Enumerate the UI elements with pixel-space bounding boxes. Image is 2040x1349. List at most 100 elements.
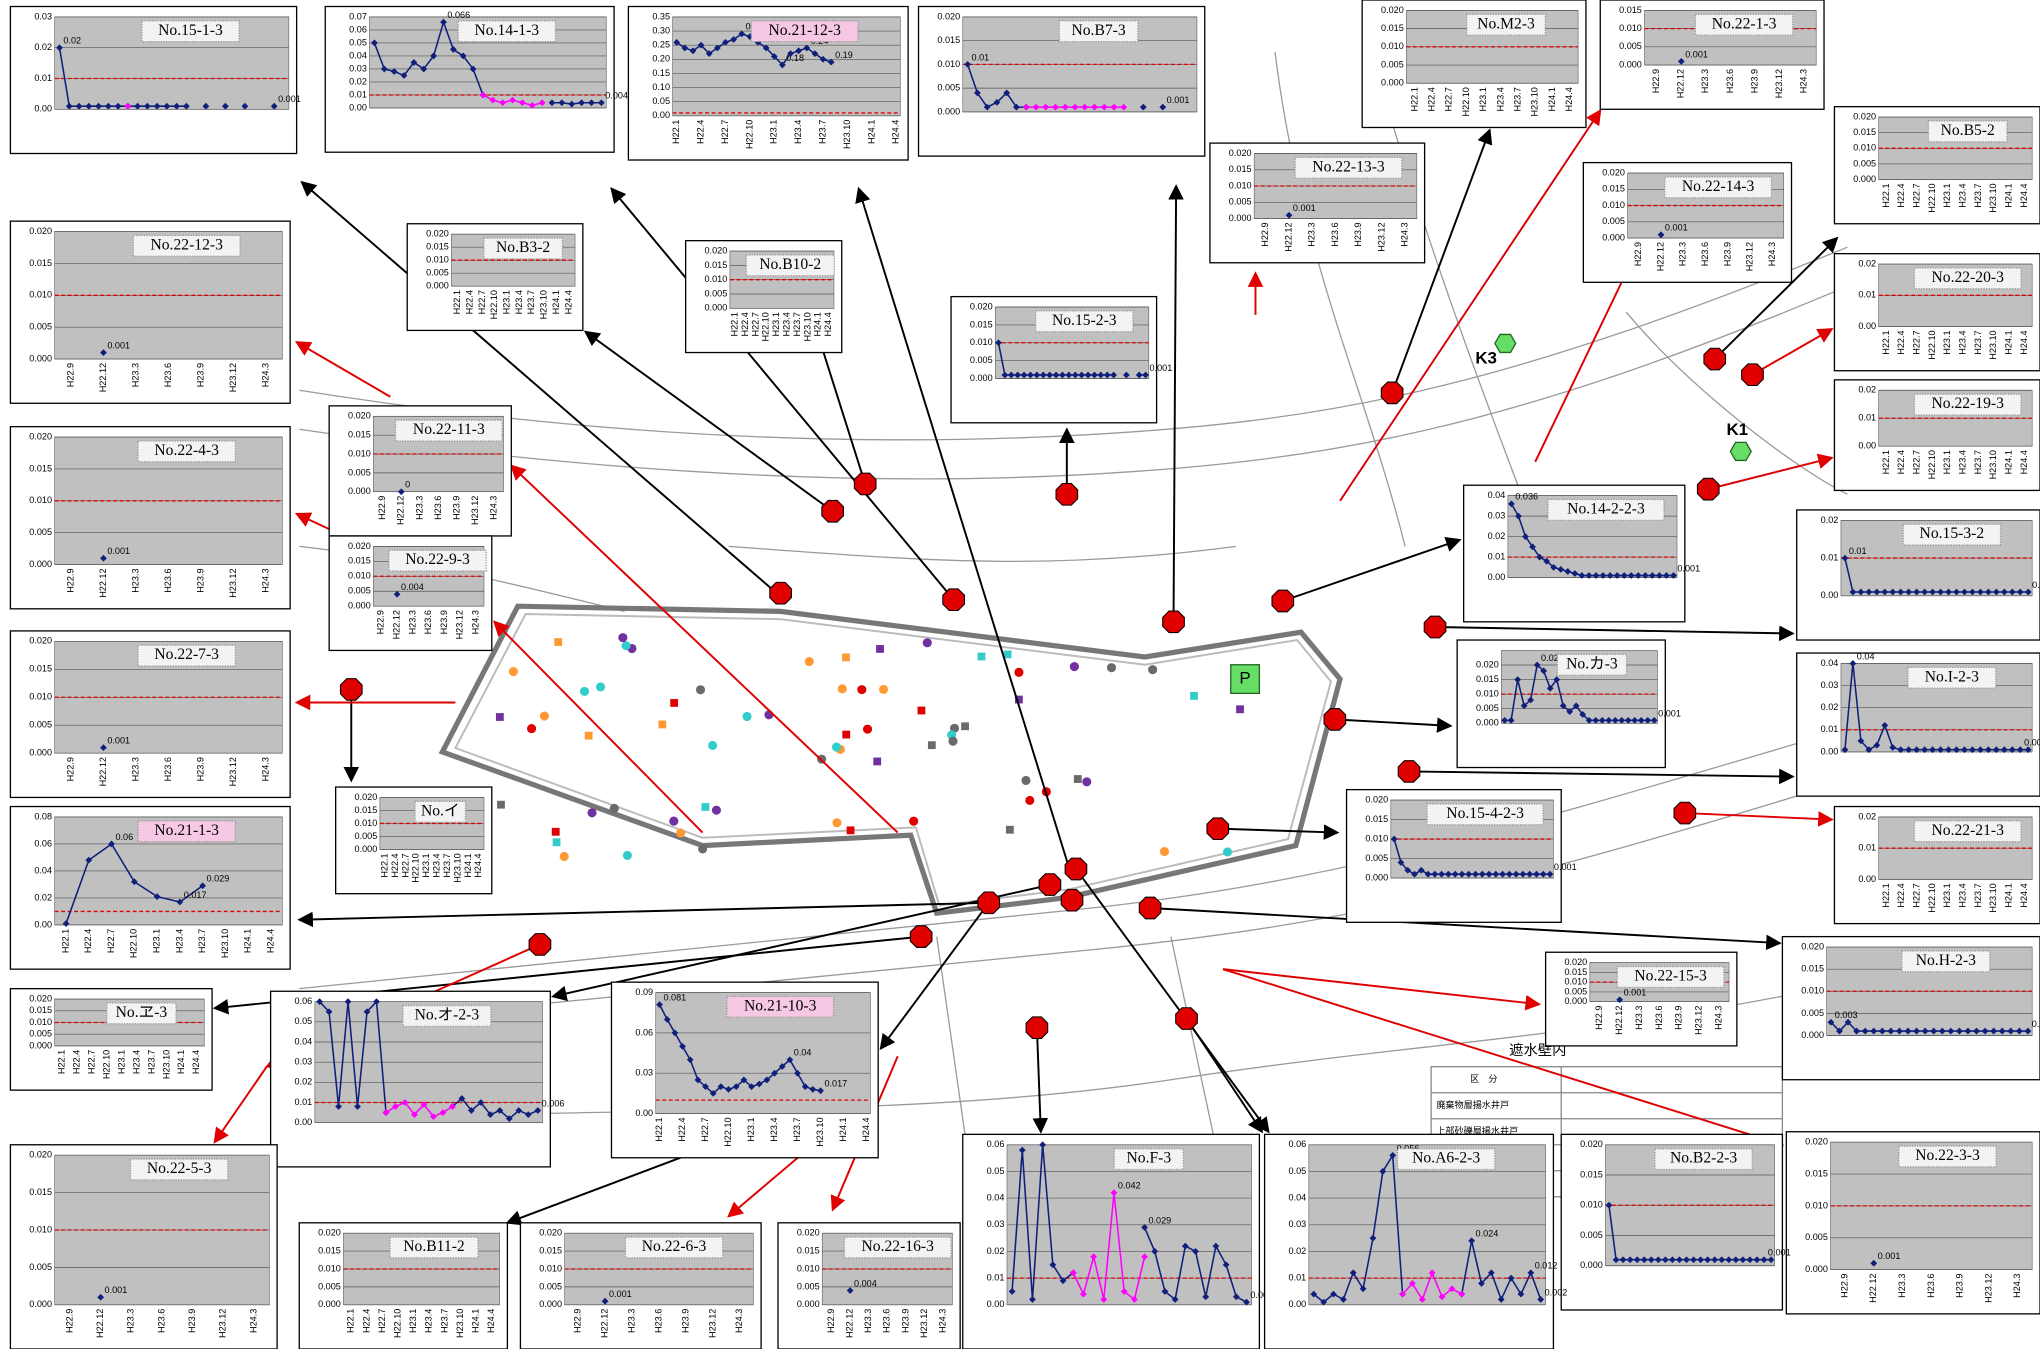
- chart-title: No.B3-2: [496, 239, 550, 256]
- y-tick-label: 0.020: [29, 636, 52, 646]
- chart-title: No.22-14-3: [1682, 178, 1755, 195]
- x-tick-label: H23.12: [919, 1309, 929, 1338]
- x-tick-label: H23.9: [195, 757, 205, 781]
- x-tick-label: H23.12: [470, 496, 480, 525]
- well-marker: [585, 732, 593, 740]
- x-tick-label: H23.12: [228, 363, 238, 392]
- y-tick-label: 0.010: [1602, 200, 1625, 210]
- x-tick-label: H24.4: [2019, 183, 2029, 207]
- chart-title: No.22-13-3: [1312, 158, 1385, 175]
- y-tick-label: 0.35: [652, 11, 670, 21]
- x-tick-label: H22.12: [1283, 222, 1293, 251]
- data-label: 0.006: [542, 1098, 565, 1108]
- y-tick-label: 0.005: [705, 288, 728, 298]
- x-tick-label: H23.10: [815, 1117, 825, 1146]
- x-tick-label: H23.6: [163, 363, 173, 387]
- well-marker: [1025, 796, 1034, 805]
- sampling-point: [822, 500, 844, 522]
- data-label: 0.001: [1665, 223, 1688, 233]
- y-tick-label: 0.05: [1289, 1166, 1307, 1176]
- data-label: 0.001: [1768, 1248, 1791, 1258]
- y-tick-label: 0.005: [426, 268, 449, 278]
- data-label: 0.001: [1878, 1251, 1901, 1261]
- y-tick-label: 0.005: [1853, 158, 1876, 168]
- x-tick-label: H24.3: [489, 496, 499, 520]
- chart-title: No.15-1-3: [158, 22, 223, 39]
- chart-title: No.14-2-2-3: [1567, 501, 1645, 518]
- y-tick-label: 0.015: [318, 1246, 341, 1256]
- x-tick-label: H22.1: [1409, 87, 1419, 111]
- well-marker: [712, 806, 721, 815]
- x-tick-label: H22.10: [761, 312, 771, 341]
- y-tick-label: 0.020: [1801, 941, 1824, 951]
- monitoring-well: [1495, 334, 1516, 352]
- x-tick-label: H22.9: [826, 1309, 836, 1333]
- chart-title: No.22-9-3: [405, 551, 470, 568]
- y-tick-label: 0.015: [1805, 1168, 1828, 1178]
- x-tick-label: H23.3: [407, 610, 417, 634]
- y-tick-label: 0.000: [937, 106, 960, 116]
- well-marker: [610, 804, 619, 813]
- x-tick-label: H23.10: [1530, 87, 1540, 116]
- data-label: 0.001: [2032, 1019, 2040, 1029]
- y-tick-label: 0.005: [1580, 1230, 1603, 1240]
- monitoring-well: [1730, 442, 1751, 460]
- x-tick-label: H23.6: [163, 568, 173, 592]
- x-tick-label: H23.7: [1512, 87, 1522, 111]
- y-tick-label: 0.010: [1580, 1200, 1603, 1210]
- y-tick-label: 0.005: [348, 586, 371, 596]
- y-tick-label: 0.005: [29, 322, 52, 332]
- y-tick-label: 0.01: [349, 89, 367, 99]
- y-tick-label: 0.020: [348, 411, 371, 421]
- chart-title: No.21-1-3: [154, 822, 219, 839]
- x-tick-label: H23.6: [156, 1309, 166, 1333]
- x-tick-label: H24.1: [176, 1050, 186, 1074]
- y-tick-label: 0.30: [652, 25, 670, 35]
- well-marker: [623, 851, 632, 860]
- y-tick-label: 0.02: [1821, 702, 1839, 712]
- x-tick-label: H24.3: [1714, 1006, 1724, 1030]
- well-marker: [863, 725, 872, 734]
- well-marker: [669, 817, 678, 826]
- x-tick-label: H23.12: [1694, 1006, 1704, 1035]
- x-tick-label: H23.7: [1973, 183, 1983, 207]
- x-tick-label: H23.6: [1330, 222, 1340, 246]
- x-tick-label: H22.4: [390, 853, 400, 877]
- y-tick-label: 0.000: [1619, 59, 1642, 69]
- chart-title: No.22-19-3: [1932, 395, 2005, 412]
- x-tick-label: H23.7: [792, 1117, 802, 1141]
- chart-title: No.イ: [421, 802, 460, 819]
- y-tick-label: 0.015: [29, 258, 52, 268]
- y-tick-label: 0.005: [970, 355, 993, 365]
- y-tick-label: 0.015: [797, 1246, 820, 1256]
- x-tick-label: H22.9: [377, 496, 387, 520]
- y-tick-label: 0.01: [987, 1273, 1005, 1283]
- y-tick-label: 0.020: [1381, 5, 1404, 15]
- x-tick-label: H23.10: [1988, 450, 1998, 479]
- x-tick-label: H22.7: [377, 1309, 387, 1333]
- y-tick-label: 0.010: [705, 274, 728, 284]
- chart-title: No.B2-2-3: [1670, 1150, 1737, 1167]
- x-tick-label: H23.7: [1973, 450, 1983, 474]
- x-tick-label: H22.12: [95, 1309, 105, 1338]
- y-tick-label: 0.000: [1805, 1264, 1828, 1274]
- x-tick-label: H23.3: [1700, 69, 1710, 93]
- y-tick-label: 0.020: [1805, 1137, 1828, 1147]
- y-tick-label: 0.015: [970, 319, 993, 329]
- y-tick-label: 0.010: [426, 255, 449, 265]
- y-tick-label: 0.020: [937, 11, 960, 21]
- x-tick-label: H23.9: [1955, 1274, 1965, 1298]
- x-tick-label: H23.1: [1478, 87, 1488, 111]
- y-tick-label: 0.015: [1381, 23, 1404, 33]
- well-marker: [857, 685, 866, 694]
- data-label: 0.004: [401, 582, 424, 592]
- x-tick-label: H23.1: [1942, 183, 1952, 207]
- well-marker: [708, 741, 717, 750]
- y-tick-label: 0.04: [295, 1036, 313, 1046]
- sampling-point: [1061, 889, 1083, 911]
- y-tick-label: 0.010: [1805, 1200, 1828, 1210]
- x-tick-label: H22.1: [57, 1050, 67, 1074]
- well-marker: [838, 684, 847, 693]
- y-tick-label: 0.04: [987, 1193, 1005, 1203]
- x-tick-label: H23.1: [1942, 883, 1952, 907]
